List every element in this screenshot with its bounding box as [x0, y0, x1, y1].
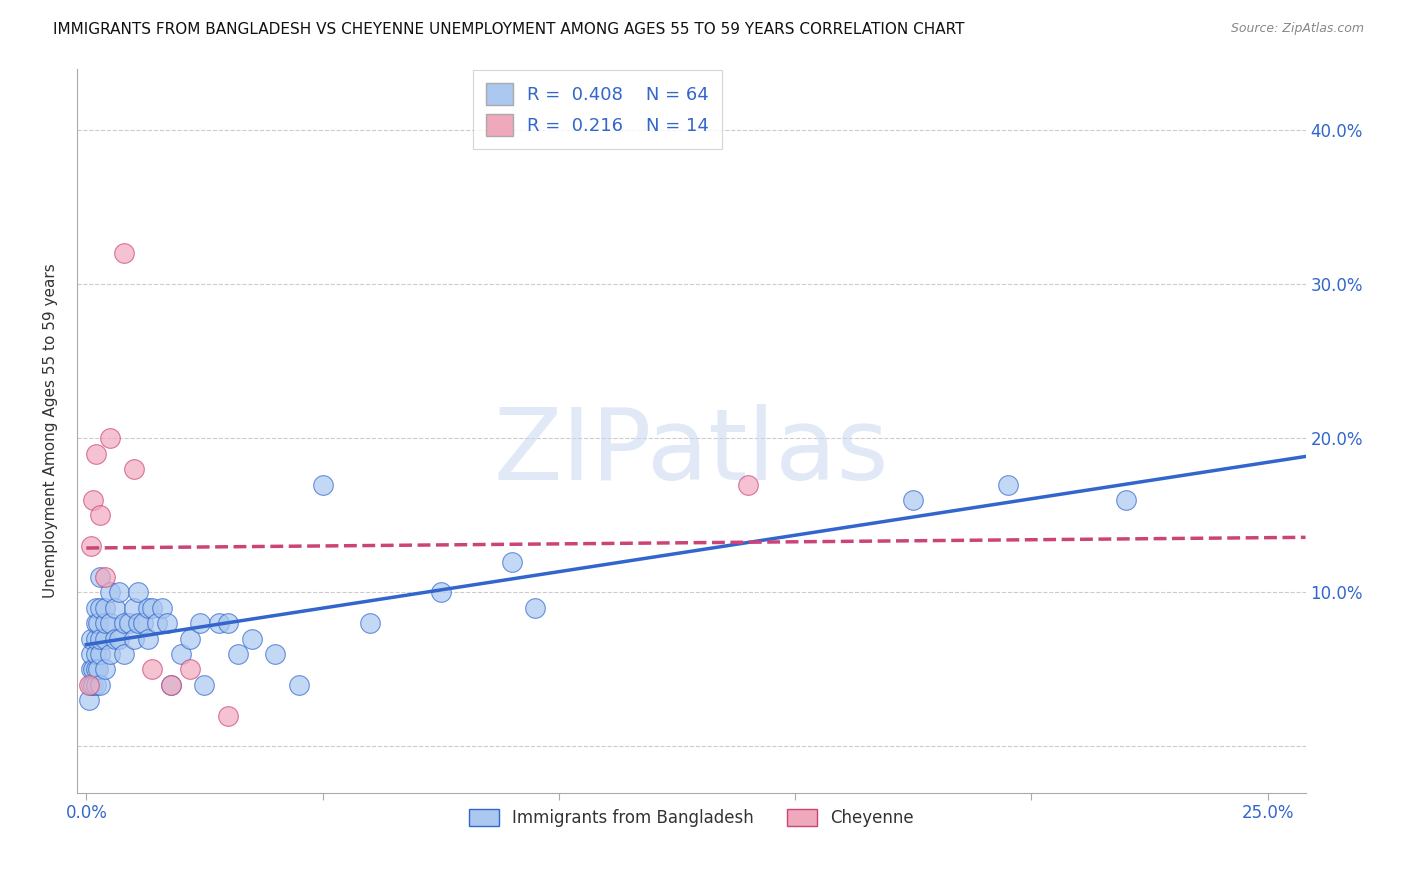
Point [127, 616, 149, 631]
Point [141, 600, 163, 615]
Point [80, 678, 103, 692]
Point [217, 616, 239, 631]
Point [98, 585, 121, 599]
Point [84, 632, 107, 646]
Point [288, 678, 311, 692]
Point [98, 616, 121, 631]
Point [122, 632, 145, 646]
Point [98, 431, 121, 445]
Text: ZIPatlas: ZIPatlas [494, 404, 889, 500]
Point [89, 678, 111, 692]
Point [89, 647, 111, 661]
Point [94, 632, 117, 646]
Point [179, 632, 201, 646]
Point [217, 708, 239, 723]
Point [160, 678, 183, 692]
Point [170, 647, 193, 661]
Legend: Immigrants from Bangladesh, Cheyenne: Immigrants from Bangladesh, Cheyenne [460, 800, 922, 835]
Point [208, 616, 231, 631]
Point [997, 477, 1019, 491]
Point [98, 647, 121, 661]
Point [903, 492, 925, 507]
Point [89, 508, 111, 523]
Point [156, 616, 179, 631]
Point [84, 678, 107, 692]
Point [136, 632, 159, 646]
Point [80, 647, 103, 661]
Point [89, 632, 111, 646]
Point [127, 585, 149, 599]
Point [89, 600, 111, 615]
Point [429, 585, 451, 599]
Point [84, 616, 107, 631]
Point [77, 693, 100, 707]
Point [89, 570, 111, 584]
Point [104, 632, 127, 646]
Point [80, 632, 103, 646]
Point [118, 616, 141, 631]
Point [146, 616, 169, 631]
Point [240, 632, 263, 646]
Point [150, 600, 173, 615]
Point [524, 600, 547, 615]
Point [136, 600, 159, 615]
Point [193, 678, 215, 692]
Point [94, 570, 117, 584]
Point [112, 616, 135, 631]
Point [501, 555, 523, 569]
Point [1115, 492, 1137, 507]
Y-axis label: Unemployment Among Ages 55 to 59 years: Unemployment Among Ages 55 to 59 years [44, 263, 58, 598]
Point [108, 585, 131, 599]
Point [264, 647, 287, 661]
Text: Source: ZipAtlas.com: Source: ZipAtlas.com [1230, 22, 1364, 36]
Point [84, 600, 107, 615]
Point [87, 662, 110, 676]
Point [80, 662, 103, 676]
Point [94, 616, 117, 631]
Point [104, 600, 127, 615]
Point [311, 477, 333, 491]
Point [112, 246, 135, 260]
Point [94, 600, 117, 615]
Point [132, 616, 155, 631]
Point [84, 647, 107, 661]
Point [84, 662, 107, 676]
Point [112, 647, 135, 661]
Point [80, 539, 103, 553]
Point [359, 616, 381, 631]
Point [737, 477, 759, 491]
Point [226, 647, 249, 661]
Point [77, 678, 100, 692]
Point [141, 662, 163, 676]
Point [82, 492, 104, 507]
Point [94, 662, 117, 676]
Point [84, 447, 107, 461]
Point [179, 662, 201, 676]
Point [122, 462, 145, 476]
Point [122, 600, 145, 615]
Text: IMMIGRANTS FROM BANGLADESH VS CHEYENNE UNEMPLOYMENT AMONG AGES 55 TO 59 YEARS CO: IMMIGRANTS FROM BANGLADESH VS CHEYENNE U… [53, 22, 965, 37]
Point [160, 678, 183, 692]
Point [82, 678, 104, 692]
Point [82, 662, 104, 676]
Point [188, 616, 211, 631]
Point [108, 632, 131, 646]
Point [87, 616, 110, 631]
